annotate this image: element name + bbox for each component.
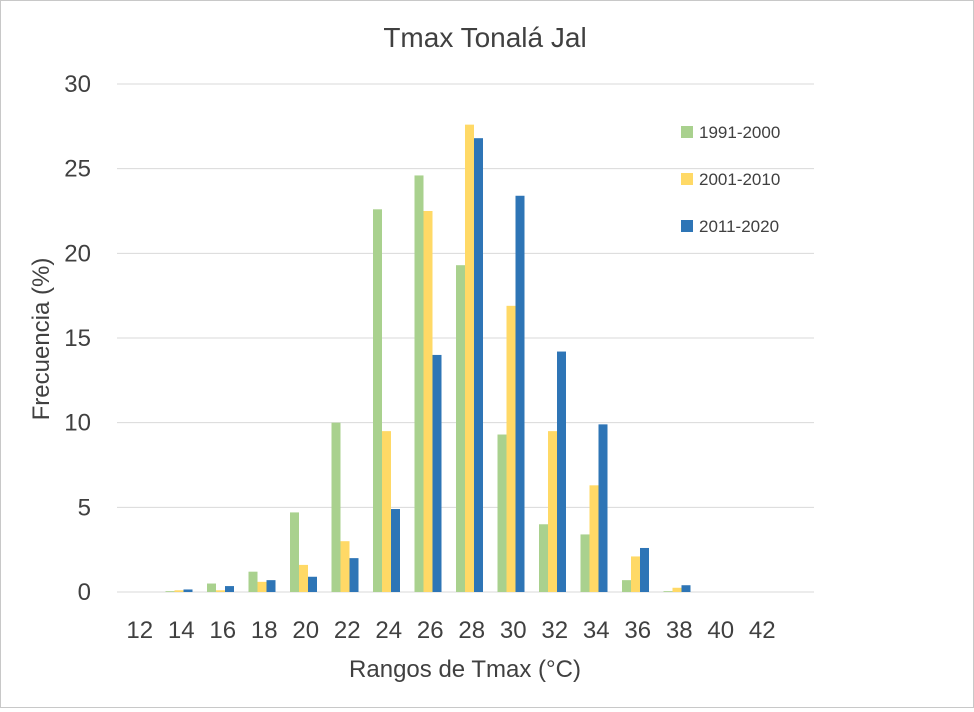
- legend-label: 2001-2010: [699, 170, 780, 189]
- bar-2001-2010-30: [506, 305, 516, 592]
- bar-2001-2010-38: [672, 587, 682, 592]
- bar-1991-2000-30: [497, 434, 507, 592]
- y-tick-label: 20: [64, 240, 91, 267]
- x-tick-label: 32: [541, 617, 568, 644]
- x-tick-label: 18: [251, 617, 278, 644]
- bar-1991-2000-14: [165, 591, 175, 592]
- y-tick-label: 0: [78, 579, 91, 606]
- bar-2011-2020-28: [474, 138, 483, 593]
- x-tick-label: 38: [666, 617, 693, 644]
- bar-2011-2020-36: [640, 547, 649, 592]
- bar-1991-2000-38: [663, 591, 673, 592]
- bar-2001-2010-14: [174, 590, 184, 592]
- bar-1991-2000-32: [539, 524, 548, 592]
- bar-2001-2010-36: [631, 556, 640, 592]
- bar-2001-2010-20: [299, 564, 308, 592]
- bar-1991-2000-34: [580, 534, 590, 592]
- legend-swatch-1991-2000: [681, 126, 693, 138]
- bars: [165, 124, 691, 593]
- bar-2011-2020-26: [432, 354, 442, 592]
- bar-1991-2000-20: [290, 512, 299, 592]
- bar-2011-2020-24: [391, 509, 400, 592]
- bar-1991-2000-26: [414, 175, 424, 592]
- x-tick-label: 26: [417, 617, 444, 644]
- bar-2001-2010-28: [465, 124, 474, 592]
- bar-2001-2010-24: [382, 431, 391, 592]
- bar-1991-2000-24: [373, 209, 382, 592]
- bar-2001-2010-34: [589, 485, 599, 592]
- bar-2011-2020-30: [515, 195, 525, 592]
- x-tick-label: 14: [168, 617, 195, 644]
- y-tick-labels: 0 5 10 15 20 25 30: [64, 71, 91, 606]
- x-tick-label: 20: [292, 617, 319, 644]
- legend-swatch-2011-2020: [681, 220, 693, 232]
- x-axis-label: Rangos de Tmax (°C): [349, 656, 581, 683]
- bar-2011-2020-14: [183, 589, 193, 592]
- bar-2011-2020-22: [349, 558, 359, 592]
- legend-label: 2011-2020: [699, 217, 779, 236]
- legend-label: 1991-2000: [699, 123, 780, 142]
- y-tick-label: 30: [64, 71, 91, 98]
- y-axis-label: Frecuencia (%): [28, 258, 55, 421]
- x-tick-labels: 12 14 16 18 20 22 24 26 28 30 32 34 36 38 40 42: [126, 617, 775, 644]
- x-tick-label: 24: [375, 617, 402, 644]
- y-tick-label: 15: [64, 325, 91, 352]
- legend-swatch-2001-2010: [681, 173, 693, 185]
- bar-2011-2020-18: [266, 580, 276, 592]
- bar-2011-2020-34: [598, 424, 608, 592]
- bar-2001-2010-26: [423, 211, 433, 592]
- y-tick-label: 10: [64, 410, 91, 437]
- x-tick-label: 42: [749, 617, 776, 644]
- bar-2001-2010-32: [548, 431, 557, 592]
- x-tick-label: 36: [624, 617, 651, 644]
- bar-2011-2020-38: [681, 585, 691, 592]
- bar-2001-2010-22: [340, 541, 350, 592]
- bar-1991-2000-28: [456, 265, 465, 592]
- bar-1991-2000-16: [207, 583, 216, 592]
- x-tick-label: 28: [458, 617, 485, 644]
- bar-2011-2020-16: [225, 586, 234, 592]
- x-tick-label: 40: [707, 617, 734, 644]
- x-tick-label: 16: [209, 617, 236, 644]
- y-tick-label: 25: [64, 156, 91, 183]
- bar-1991-2000-22: [331, 422, 341, 592]
- bar-2001-2010-16: [216, 590, 225, 592]
- bar-1991-2000-36: [622, 580, 631, 592]
- bar-2011-2020-20: [308, 576, 317, 592]
- x-tick-label: 12: [126, 617, 153, 644]
- chart-title: Tmax Tonalá Jal: [383, 22, 586, 53]
- x-tick-label: 22: [334, 617, 361, 644]
- bar-2001-2010-18: [257, 581, 267, 592]
- x-tick-label: 34: [583, 617, 610, 644]
- x-tick-label: 30: [500, 617, 527, 644]
- y-tick-label: 5: [78, 494, 91, 521]
- bar-1991-2000-18: [248, 571, 258, 592]
- legend: 1991-2000 2001-2010 2011-2020: [681, 123, 780, 236]
- bar-2011-2020-32: [557, 351, 566, 592]
